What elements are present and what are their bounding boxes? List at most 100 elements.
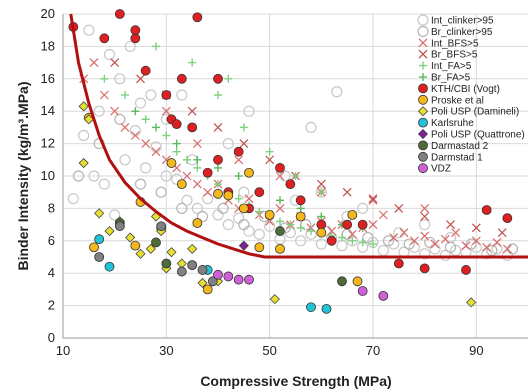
series-10 [238,240,249,251]
data-point [389,233,399,242]
data-point [176,89,188,101]
data-point [161,90,172,100]
data-point [233,274,244,285]
data-point [145,243,156,254]
series-4 [100,42,377,249]
data-point [315,186,327,198]
legend-item: Int_FA>5 [419,61,472,72]
data-point [151,147,161,157]
data-point [217,202,229,214]
y-axis-title: Binder Intensity (kg/m³.MPa) [15,81,31,270]
data-point [368,195,378,205]
data-point [188,58,197,67]
data-point [193,155,202,164]
data-point [187,122,198,133]
data-point [124,40,136,53]
data-point [67,193,79,205]
legend: Int_clinker>95Br_clinker>95Int_BFS>5Br_B… [417,14,525,175]
legend-item: VDZ [418,163,451,175]
data-point [202,167,213,178]
legend-label: Br_clinker>95 [431,27,493,38]
data-point [110,106,120,116]
legend-item: Darmstad 1 [418,151,483,163]
data-point [275,162,285,173]
data-point [331,86,343,98]
legend-label: VDZ [431,164,451,175]
data-point [222,138,234,150]
legend-label: Int_BFS>5 [431,38,479,49]
data-point [336,240,348,252]
legend-label: KTH/CBI (Vogt) [431,84,500,95]
data-point [176,179,187,190]
data-point [394,203,404,213]
data-point [369,240,377,249]
data-point [193,163,202,172]
data-point [285,179,296,190]
data-point [140,162,152,174]
data-point [114,9,125,19]
data-point [130,240,141,251]
data-point [141,115,150,124]
data-point [362,231,374,244]
data-point [393,258,404,269]
data-point [275,203,285,213]
data-point [269,294,280,305]
data-point [317,212,326,221]
legend-marker [418,163,428,174]
data-point [238,203,249,214]
x-tick-label: 30 [159,343,173,358]
data-point [93,105,105,117]
data-point [88,170,100,182]
data-point [166,247,177,258]
data-point [207,276,218,287]
legend-marker [417,106,429,117]
data-point [187,260,198,271]
data-point [276,196,284,205]
data-point [403,238,415,250]
series-9 [94,234,332,314]
legend-item: Poli USP (Quattrone) [417,128,525,141]
legend-item: Proske et al [418,94,484,106]
data-point [202,193,214,205]
data-point [238,240,249,251]
data-point [94,208,105,219]
data-point [451,228,461,238]
data-point [222,219,234,231]
legend-marker [418,83,428,94]
data-point [316,179,326,189]
data-point [129,125,141,137]
data-point [482,242,492,252]
data-point [214,180,222,189]
data-point [100,74,109,83]
data-point [98,178,110,190]
data-point [83,114,94,125]
axes: 0 2 4 6 8 10 12 14 16 18 20 10 30 50 70 90 [41,6,528,358]
legend-label: Poli USP (Quattrone) [431,130,525,141]
data-point [114,221,125,232]
data-point [254,242,265,253]
y-tick-label: 18 [41,38,55,53]
legend-marker [417,25,429,37]
data-point [223,271,234,282]
data-point [327,226,337,236]
data-point [187,106,197,116]
data-point [212,209,224,221]
legend-marker [419,73,427,81]
data-point [352,276,363,287]
legend-marker [418,151,428,162]
data-point [357,286,368,296]
data-point [342,219,353,230]
data-point [306,302,316,313]
legend-label: Br_BFS>5 [431,50,478,61]
data-point [103,48,116,61]
data-point [286,220,295,229]
data-point [275,226,285,236]
legend-item: KTH/CBI (Vogt) [418,83,500,95]
data-point [104,226,115,237]
data-point [213,154,223,165]
data-point [197,277,208,288]
data-point [152,42,160,51]
data-point [94,234,105,245]
data-point [291,172,300,180]
